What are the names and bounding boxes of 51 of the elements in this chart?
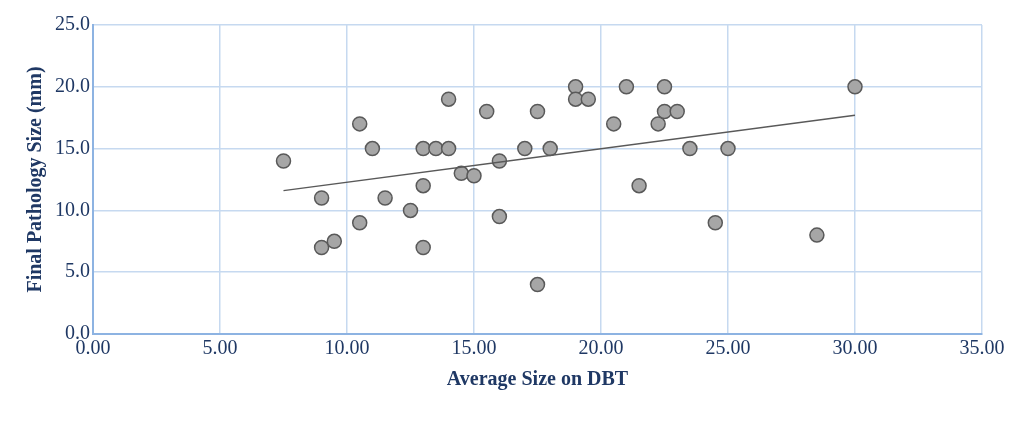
point xyxy=(326,233,343,250)
point xyxy=(491,208,508,225)
point xyxy=(313,239,330,256)
point xyxy=(656,103,673,120)
point xyxy=(415,177,431,194)
y-axis-title: Final Pathology Size (mm) xyxy=(23,66,47,293)
point xyxy=(580,91,597,107)
point xyxy=(567,91,584,107)
point xyxy=(440,91,457,107)
x-tick-label: 25.00 xyxy=(705,336,751,359)
point xyxy=(809,227,825,243)
point xyxy=(364,140,381,157)
point xyxy=(529,276,546,293)
point xyxy=(478,103,495,120)
point xyxy=(542,140,558,157)
point xyxy=(605,116,622,132)
x-tick-label: 15.00 xyxy=(451,336,497,359)
point xyxy=(402,202,419,219)
point xyxy=(415,239,431,256)
point xyxy=(631,177,647,194)
y-tick-label: 5.0 xyxy=(65,259,90,282)
point xyxy=(682,140,698,157)
y-tick-label: 15.0 xyxy=(55,135,90,158)
point xyxy=(313,190,330,206)
y-tick-label: 20.0 xyxy=(55,74,90,97)
point xyxy=(847,79,863,95)
point xyxy=(567,79,584,95)
point xyxy=(517,140,533,157)
x-tick-label: 10.00 xyxy=(324,336,370,359)
point xyxy=(415,140,431,157)
point xyxy=(707,215,724,231)
point xyxy=(377,190,393,206)
x-tick-label: 35.00 xyxy=(959,336,1005,359)
point xyxy=(440,140,457,157)
point xyxy=(275,153,292,169)
x-axis-title: Average Size on DBT xyxy=(446,367,629,391)
point xyxy=(529,103,546,120)
point xyxy=(351,116,368,132)
point xyxy=(720,140,736,157)
x-tick-label: 20.00 xyxy=(578,336,624,359)
point xyxy=(466,168,482,184)
point xyxy=(650,116,666,132)
point xyxy=(656,79,673,95)
point xyxy=(618,79,635,95)
point xyxy=(428,140,444,157)
x-tick-label: 30.00 xyxy=(832,336,878,359)
y-tick-label: 25.0 xyxy=(55,12,90,35)
point xyxy=(351,215,368,231)
y-tick-label: 10.0 xyxy=(55,197,90,220)
point xyxy=(669,103,685,120)
x-tick-label: 5.00 xyxy=(202,336,238,359)
